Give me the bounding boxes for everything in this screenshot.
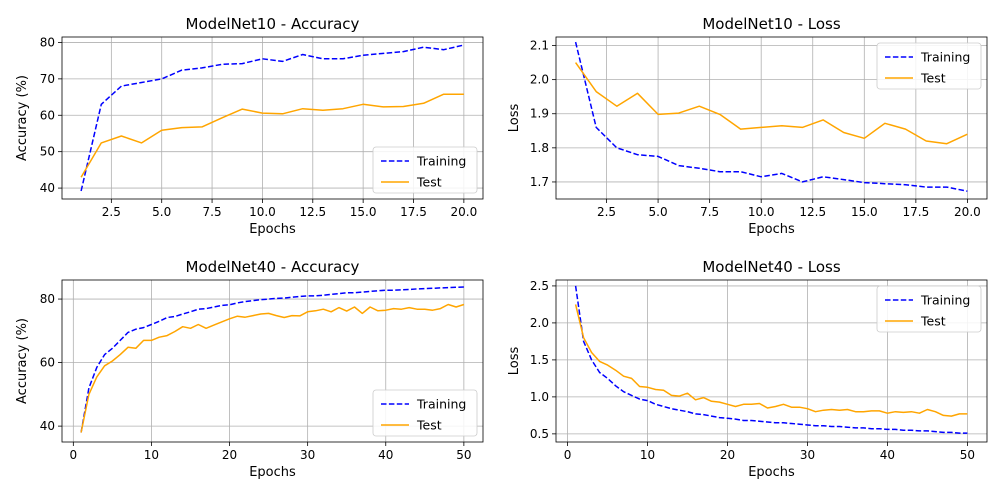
legend-label: Test	[416, 175, 442, 190]
series-line-test	[574, 62, 968, 145]
series-line-training	[574, 285, 968, 434]
x-tick-label: 17.5	[902, 205, 929, 219]
plot-frame	[555, 36, 988, 200]
y-tick-label: 2.1	[530, 39, 549, 53]
y-tick-label: 50	[40, 145, 55, 159]
y-tick-label: 70	[40, 72, 55, 86]
x-tick-label: 40	[880, 448, 895, 462]
chart-title: ModelNet10 - Loss	[702, 15, 840, 33]
series-line-test	[80, 303, 465, 433]
x-tick-label: 15.0	[851, 205, 878, 219]
x-tick-label: 2.5	[597, 205, 616, 219]
x-axis-label: Epochs	[249, 465, 296, 480]
y-axis-label: Loss	[507, 104, 522, 133]
chart-panel-3: ModelNet40 - Accuracy 0 10 20 30 40 50 40 60 80 Ep…	[15, 258, 484, 480]
legend-label: Training	[416, 397, 466, 412]
x-tick-label: 12.5	[299, 205, 326, 219]
y-tick-label: 40	[40, 419, 55, 433]
x-axis-label: Epochs	[748, 222, 795, 237]
y-tick-label: 80	[40, 35, 55, 49]
series-line-training	[80, 44, 465, 192]
y-tick-label: 0.5	[530, 427, 549, 441]
legend-label: Training	[920, 293, 970, 308]
y-tick-label: 1.8	[530, 141, 549, 155]
series-line-training	[80, 286, 464, 433]
x-tick-label: 10	[640, 448, 655, 462]
x-tick-label: 2.5	[102, 205, 121, 219]
x-tick-label: 0	[70, 448, 78, 462]
y-tick-label: 1.7	[530, 175, 549, 189]
y-tick-label: 40	[40, 181, 55, 195]
x-tick-label: 7.5	[700, 205, 719, 219]
y-axis-label: Accuracy (%)	[15, 318, 30, 404]
y-tick-label: 2.0	[530, 316, 549, 330]
series-line-test	[80, 93, 464, 178]
x-tick-label: 10.0	[249, 205, 276, 219]
legend: Training Test	[876, 42, 982, 90]
y-tick-label: 80	[40, 292, 55, 306]
chart-panel-1: ModelNet10 - Accuracy 2.5 5.0 7.5 10.0 12.5 15…	[15, 15, 484, 237]
chart-panel-2: ModelNet10 - Loss 2.5 5.0 7.5 10.0 12.5 15.0 17…	[507, 15, 988, 237]
x-tick-label: 5.0	[649, 205, 668, 219]
chart-panel-4: ModelNet40 - Loss 0 10 20 30 40 50 0.5 1.0 1.5 2.0…	[507, 258, 988, 480]
series-line-test	[574, 304, 968, 417]
legend-label: Training	[920, 50, 970, 65]
legend: Training Test	[372, 389, 478, 437]
x-tick-label: 30	[300, 448, 315, 462]
legend-label: Test	[920, 71, 946, 86]
y-axis-label: Accuracy (%)	[15, 75, 30, 161]
chart-title: ModelNet10 - Accuracy	[186, 15, 360, 33]
x-tick-label: 20	[720, 448, 735, 462]
legend-label: Test	[416, 418, 442, 433]
x-tick-label: 0	[564, 448, 572, 462]
x-tick-label: 30	[800, 448, 815, 462]
y-tick-label: 1.9	[530, 107, 549, 121]
x-tick-label: 20.0	[954, 205, 981, 219]
y-tick-label: 2.0	[530, 73, 549, 87]
legend: Training Test	[876, 285, 982, 333]
x-tick-label: 12.5	[799, 205, 826, 219]
x-tick-label: 50	[456, 448, 471, 462]
plot-frame	[61, 36, 484, 200]
y-tick-label: 1.5	[530, 353, 549, 367]
chart-title: ModelNet40 - Loss	[702, 258, 840, 276]
x-tick-label: 17.5	[400, 205, 427, 219]
x-tick-label: 20.0	[451, 205, 478, 219]
y-tick-label: 1.0	[530, 390, 549, 404]
x-tick-label: 10	[144, 448, 159, 462]
legend: Training Test	[372, 146, 478, 194]
y-tick-label: 2.5	[530, 279, 549, 293]
y-tick-label: 60	[40, 356, 55, 370]
chart-title: ModelNet40 - Accuracy	[186, 258, 360, 276]
y-tick-label: 60	[40, 108, 55, 122]
legend-label: Training	[416, 154, 466, 169]
x-tick-label: 15.0	[350, 205, 377, 219]
x-axis-label: Epochs	[249, 222, 296, 237]
x-tick-label: 10.0	[748, 205, 775, 219]
y-axis-label: Loss	[507, 347, 522, 376]
x-tick-label: 7.5	[203, 205, 222, 219]
legend-label: Test	[920, 314, 946, 329]
x-axis-label: Epochs	[748, 465, 795, 480]
x-tick-label: 5.0	[152, 205, 171, 219]
x-tick-label: 20	[222, 448, 237, 462]
x-tick-label: 40	[378, 448, 393, 462]
plot-frame	[61, 279, 484, 443]
plot-frame	[555, 279, 988, 443]
x-tick-label: 50	[960, 448, 975, 462]
